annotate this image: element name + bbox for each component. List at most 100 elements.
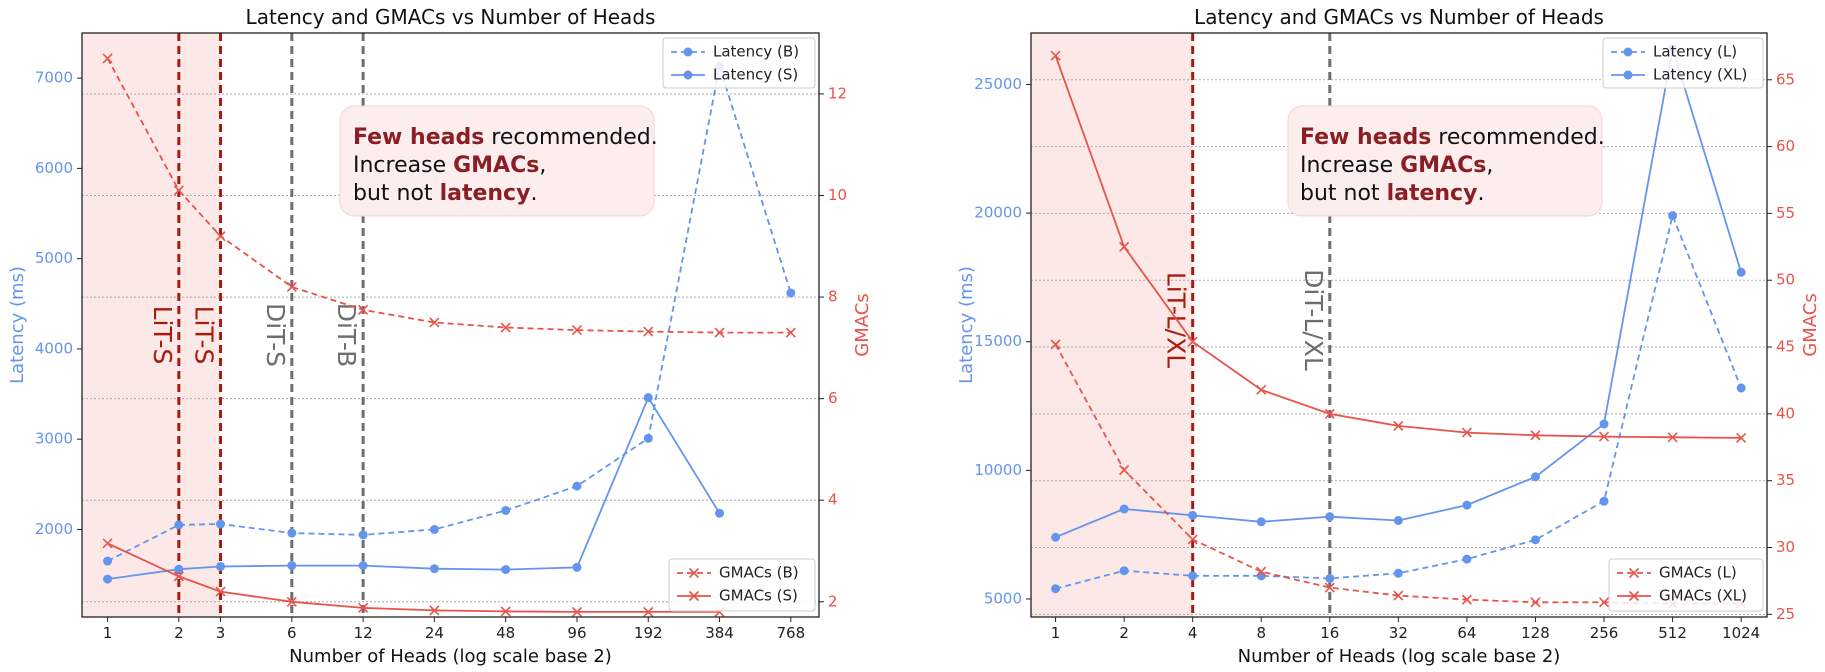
annotation-segment: Few heads [1300,125,1431,150]
x-tick-label: 12 [354,624,373,642]
data-point [1325,573,1335,583]
x-tick-label: 1 [1051,624,1061,642]
data-point [102,538,113,549]
x-tick-label: 1024 [1722,624,1760,642]
legend-box [1608,558,1764,612]
annotation-segment: Few heads [353,125,484,150]
legend-marker [1623,47,1633,57]
legend-marker [1628,567,1640,579]
annotation-segment: . [1477,181,1484,206]
series-line-latency-s- [107,395,721,580]
data-point [715,508,725,518]
x-tick-label: 128 [1521,624,1550,642]
annotation-segment: latency [440,181,531,206]
data-point [1530,472,1540,482]
data-point [572,562,582,572]
data-point [358,561,368,571]
legend-marker [1623,70,1633,80]
annotation-segment: GMACs [1400,153,1486,178]
data-point [174,520,184,530]
data-point [215,586,226,597]
y-right-tick-label: 40 [1776,404,1795,422]
y-right-tick-label: 50 [1776,271,1795,289]
data-point [1050,339,1061,350]
data-point [643,606,654,617]
chart-title: Latency and GMACs vs Number of Heads [1194,5,1604,29]
plot-frame [81,32,820,618]
data-point [286,281,297,292]
legend-label: GMACs (B) [719,564,799,582]
data-point [358,602,369,613]
data-point [358,304,369,315]
y-right-tick-label: 8 [828,288,838,306]
legend-marker [683,47,693,57]
annotation-segment: but not [1300,181,1387,206]
legend-label: Latency (S) [713,66,798,84]
data-point [500,322,511,333]
data-point [1393,568,1403,578]
chart-panel-left: LiT-S LiT-S DiT-S DiT-B Few heads recommende… [7,5,873,667]
data-point [1530,535,1540,545]
data-point [1530,430,1541,441]
series-line-gmacs-s- [107,542,720,613]
y-right-axis-label: GMACs [852,293,873,356]
data-point [571,606,583,617]
shaded-region [82,33,221,617]
y-right-tick-label: 45 [1776,338,1795,356]
data-point [1051,584,1061,594]
y-right-tick-label: 10 [828,186,847,204]
data-point [1188,571,1198,581]
x-tick-label: 768 [777,624,806,642]
data-point [643,326,654,337]
y-left-axis-label: Latency (ms) [7,266,28,384]
data-point [1119,464,1130,476]
data-point [572,481,582,491]
data-point [1461,594,1472,605]
x-tick-label: 384 [705,624,734,642]
data-point [1668,211,1678,221]
data-point [215,231,226,242]
x-tick-label: 24 [425,624,444,642]
annotation-segment: , [1486,153,1493,178]
legend-marker [688,590,700,602]
y-right-tick-label: 60 [1776,137,1795,155]
data-point [1530,597,1541,608]
x-tick-label: 1 [103,624,113,642]
data-point [1324,408,1335,419]
y-left-tick-label: 2000 [35,520,73,538]
annotation-line: Few heads recommended. [353,125,658,150]
data-point [1736,432,1747,443]
y-right-tick-label: 25 [1776,605,1795,623]
annotation-line: Increase GMACs, [1300,153,1493,178]
data-point [1598,431,1610,442]
annotation-line: but not latency. [353,181,537,206]
data-point [1393,516,1403,526]
y-right-tick-label: 2 [828,592,838,610]
data-point [287,528,297,538]
annotation-segment: but not [353,181,440,206]
y-left-tick-label: 3000 [35,430,73,448]
y-left-tick-label: 5000 [984,589,1022,607]
data-point [1119,566,1129,576]
data-point [785,327,796,338]
data-point [786,288,796,298]
x-tick-label: 192 [634,624,663,642]
data-point [1256,566,1267,577]
data-point [643,433,653,443]
annotation-segment: Increase [1300,153,1400,178]
y-right-tick-label: 55 [1776,204,1795,222]
data-point [714,327,725,338]
legend-marker [1628,590,1640,602]
annotation-segment: , [539,153,546,178]
data-point [429,524,439,534]
x-tick-label: 4 [1188,624,1198,642]
data-point [1325,512,1335,522]
x-tick-label: 6 [287,624,297,642]
data-point [216,519,226,529]
data-point [287,561,297,571]
data-point [1256,384,1267,395]
y-right-tick-label: 35 [1776,471,1795,489]
data-point [358,530,368,540]
y-right-tick-label: 6 [828,389,838,407]
